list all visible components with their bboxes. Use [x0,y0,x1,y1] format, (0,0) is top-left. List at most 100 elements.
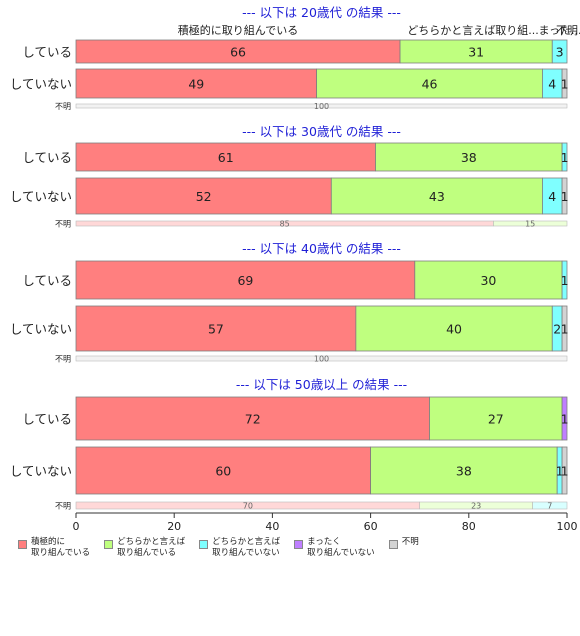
legend-item: 不明 [388,537,419,559]
data-label: 70 [243,502,253,511]
data-label: 1 [561,412,569,427]
bar-segment [75,68,317,99]
data-label: 100 [314,355,329,364]
x-tick-label: 60 [364,520,378,533]
data-label: 30 [480,273,496,288]
data-label: 46 [422,77,438,92]
data-label: 23 [471,502,481,511]
panel-title: --- 以下は 50歳以上 の結果 --- [236,377,407,392]
legend-swatch [18,540,27,549]
row-label: 不明 [55,102,71,111]
data-label: 2 [553,322,561,337]
data-label: 1 [561,464,569,479]
x-tick-label: 0 [73,520,80,533]
bar-segment [75,355,568,362]
bar-segment [532,501,568,510]
row-label: 不明 [55,502,71,511]
row-label: している [22,412,72,427]
bar-segment [561,396,568,441]
legend-swatch [199,540,209,549]
data-label: 31 [468,45,484,60]
data-label: 1 [561,150,569,165]
data-label: 60 [215,464,231,479]
x-tick-label: 40 [265,520,279,533]
legend-label: どちらかと言えば 取り組んでいる [117,537,186,558]
legend-label: 不明 [401,537,419,547]
row-label: している [22,273,72,288]
data-label: 15 [525,220,535,229]
bar-segment [330,177,543,215]
data-label: 72 [245,412,261,427]
header-label: どちらかと言えば取り組... [407,24,539,37]
bar-segment [561,305,568,352]
data-label: 4 [548,77,556,92]
bar-segment [316,68,543,99]
data-label: 66 [230,45,246,60]
row-label: していない [10,77,72,92]
header-label: 不明 [556,24,578,37]
panel-title: --- 以下は 40歳代 の結果 --- [242,241,401,256]
bar-segment [561,177,568,215]
bar-segment [551,39,568,64]
bar-segment [414,260,563,300]
legend-label: まったく 取り組んでいない [307,537,375,558]
legend-item: どちらかと言えば 取り組んでいない [199,537,280,559]
data-label: 61 [218,150,234,165]
bar-segment [493,220,568,227]
bar-segment [561,68,568,99]
legend-swatch [294,540,304,549]
row-label: 不明 [55,355,71,364]
bar-segment [75,177,332,215]
data-label: 7 [547,502,552,511]
data-label: 52 [196,189,212,204]
data-label: 1 [561,322,569,337]
bar-segment [75,260,416,300]
data-label: 100 [314,102,329,111]
data-label: 43 [429,189,445,204]
bar-segment [75,103,568,109]
data-label: 1 [556,464,564,479]
data-label: 1 [561,273,569,288]
legend-item: まったく 取り組んでいない [294,537,375,559]
data-label: 1 [561,189,569,204]
data-label: 3 [556,45,564,60]
bar-segment [561,142,568,172]
legend-item: 積極的に 取り組んでいる [18,537,90,559]
legend-swatch [104,540,114,549]
data-label: 85 [280,220,290,229]
bar-segment [370,446,558,495]
bar-segment [561,446,568,495]
bar-segment [355,305,553,352]
bar-segment [75,142,376,172]
bar-segment [75,396,430,441]
legend: 積極的に 取り組んでいる どちらかと言えば 取り組んでいる どちらかと言えば 取り組… [18,537,419,559]
row-label: していない [10,189,72,204]
data-label: 27 [488,412,504,427]
legend-label: どちらかと言えば 取り組んでいない [212,537,281,558]
data-label: 40 [446,322,462,337]
row-label: していない [10,464,72,479]
legend-item: どちらかと言えば 取り組んでいる [104,537,185,559]
bar-segment [429,396,563,441]
row-label: していない [10,322,72,337]
header-label: まった... [538,24,580,37]
bar-segment [561,260,568,300]
legend-label: 積極的に 取り組んでいる [31,537,91,558]
data-label: 57 [208,322,224,337]
x-tick-label: 80 [462,520,476,533]
data-label: 49 [188,77,204,92]
row-label: 不明 [55,220,71,229]
x-tick-label: 20 [167,520,181,533]
row-label: している [22,45,72,60]
data-label: 38 [461,150,477,165]
x-tick-label: 100 [557,520,578,533]
header-label: 積極的に取り組んでいる [178,23,298,37]
panel-title: --- 以下は 30歳代 の結果 --- [242,124,401,139]
legend-swatch [388,540,398,549]
panel-title: --- 以下は 20歳代 の結果 --- [242,5,401,20]
row-label: している [22,150,72,165]
data-label: 69 [237,273,253,288]
data-label: 38 [456,464,472,479]
data-label: 1 [561,77,569,92]
